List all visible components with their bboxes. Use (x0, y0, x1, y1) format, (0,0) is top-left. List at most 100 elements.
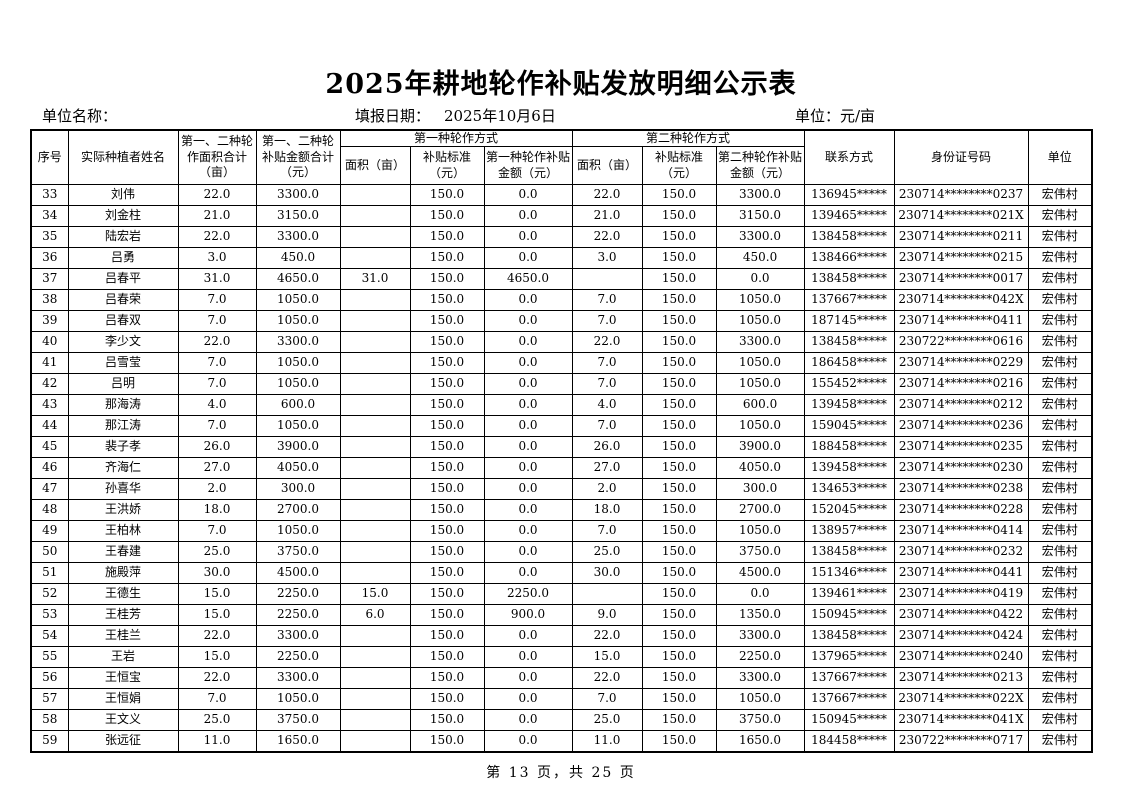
table-cell: 吕春双 (67, 310, 179, 333)
table-row: 39 吕春双 7.0 1050.0 150.0 0.0 7.0 150.0 1050.0 1871… (30, 310, 1093, 333)
table-cell: 150.0 (409, 457, 485, 480)
col-header-standard2: 补贴标准（元） (641, 146, 717, 186)
table-cell: 3300.0 (255, 226, 341, 249)
table-cell: 3900.0 (715, 436, 805, 459)
table-cell: 宏伟村 (1027, 499, 1093, 522)
unit-label: 单位：元/亩 (795, 106, 876, 125)
table-row: 56 王恒宝 22.0 3300.0 150.0 0.0 22.0 150.0 3300.0 13… (30, 667, 1093, 690)
table-cell: 3300.0 (715, 184, 805, 207)
table-cell: 0.0 (483, 562, 573, 585)
table-cell: 0.0 (483, 625, 573, 648)
table-cell: 300.0 (255, 478, 341, 501)
table-cell: 宏伟村 (1027, 226, 1093, 249)
table-cell: 49 (30, 520, 69, 543)
table-cell: 3900.0 (255, 436, 341, 459)
table-cell: 0.0 (483, 541, 573, 564)
table-cell: 53 (30, 604, 69, 627)
table-cell: 230714********0228 (893, 499, 1029, 522)
table-cell: 47 (30, 478, 69, 501)
table-cell (339, 541, 411, 564)
table-cell: 150.0 (409, 415, 485, 438)
table-row: 50 王春建 25.0 3750.0 150.0 0.0 25.0 150.0 3750.0 13… (30, 541, 1093, 564)
table-cell: 15.0 (177, 604, 257, 627)
table-row: 57 王恒娟 7.0 1050.0 150.0 0.0 7.0 150.0 1050.0 1376… (30, 688, 1093, 711)
table-cell: 3.0 (571, 247, 643, 270)
table-cell: 宏伟村 (1027, 688, 1093, 711)
table-cell: 230714********0422 (893, 604, 1029, 627)
table-cell: 3300.0 (715, 667, 805, 690)
table-cell: 0.0 (483, 310, 573, 333)
table-cell: 150.0 (409, 205, 485, 228)
table-cell: 150.0 (409, 478, 485, 501)
table-cell: 吕春平 (67, 268, 179, 291)
table-cell: 43 (30, 394, 69, 417)
col-header-amount2: 第二种轮作补贴金额（元） (715, 146, 805, 186)
table-cell: 36 (30, 247, 69, 270)
table-cell: 0.0 (483, 520, 573, 543)
table-cell: 7.0 (571, 688, 643, 711)
table-cell: 7.0 (177, 289, 257, 312)
table-cell (339, 562, 411, 585)
table-cell: 孙喜华 (67, 478, 179, 501)
table-cell: 0.0 (483, 247, 573, 270)
table-cell: 230714********0240 (893, 646, 1029, 669)
table-cell: 138458***** (803, 331, 895, 354)
col-header-total-amount: 第一、二种轮补贴金额合计（元） (255, 129, 341, 186)
table-cell: 52 (30, 583, 69, 606)
table-cell: 李少文 (67, 331, 179, 354)
table-cell: 那海涛 (67, 394, 179, 417)
table-cell: 0.0 (483, 667, 573, 690)
table-cell: 王文义 (67, 709, 179, 732)
table-cell: 44 (30, 415, 69, 438)
table-body: 33 刘伟 22.0 3300.0 150.0 0.0 22.0 150.0 3300.0 136… (30, 184, 1093, 753)
table-cell: 46 (30, 457, 69, 480)
table-cell: 57 (30, 688, 69, 711)
table-cell: 2.0 (177, 478, 257, 501)
table-cell: 50 (30, 541, 69, 564)
table-row: 49 王柏林 7.0 1050.0 150.0 0.0 7.0 150.0 1050.0 1389… (30, 520, 1093, 543)
table-cell: 宏伟村 (1027, 730, 1093, 753)
col-group-rotation1: 第一种轮作方式 (339, 129, 573, 148)
table-cell: 58 (30, 709, 69, 732)
table-cell: 1050.0 (715, 688, 805, 711)
table-cell: 150.0 (409, 436, 485, 459)
table-cell: 150.0 (641, 709, 717, 732)
table-cell (339, 709, 411, 732)
table-cell: 150.0 (641, 436, 717, 459)
table-cell: 宏伟村 (1027, 247, 1093, 270)
table-cell: 7.0 (177, 520, 257, 543)
table-cell: 150.0 (409, 352, 485, 375)
table-cell: 1050.0 (715, 520, 805, 543)
header-sub-row: 面积（亩） 补贴标准（元） 第一种轮作补贴金额（元） 面积（亩） 补贴标准（元）… (31, 146, 1092, 186)
report-date-value: 2025年10月6日 (444, 106, 556, 125)
table-cell: 150.0 (641, 730, 717, 753)
table-cell: 王岩 (67, 646, 179, 669)
table-cell: 1050.0 (255, 520, 341, 543)
table-cell: 0.0 (483, 709, 573, 732)
table-cell: 230714********0212 (893, 394, 1029, 417)
table-cell: 7.0 (571, 310, 643, 333)
table-row: 42 吕明 7.0 1050.0 150.0 0.0 7.0 150.0 1050.0 15545… (30, 373, 1093, 396)
table-cell: 1650.0 (255, 730, 341, 753)
table-cell: 22.0 (177, 226, 257, 249)
table-cell: 25.0 (177, 709, 257, 732)
table-row: 44 那江涛 7.0 1050.0 150.0 0.0 7.0 150.0 1050.0 1590… (30, 415, 1093, 438)
table-row: 38 吕春荣 7.0 1050.0 150.0 0.0 7.0 150.0 1050.0 1376… (30, 289, 1093, 312)
table-cell: 30.0 (571, 562, 643, 585)
table-row: 53 王桂芳 15.0 2250.0 6.0 150.0 900.0 9.0 150.0 1350… (30, 604, 1093, 627)
table-cell: 王桂芳 (67, 604, 179, 627)
table-cell: 150.0 (641, 289, 717, 312)
table-cell: 150.0 (641, 310, 717, 333)
table-cell: 150.0 (641, 247, 717, 270)
table-cell: 230714********0419 (893, 583, 1029, 606)
table-cell: 33 (30, 184, 69, 207)
table-cell: 150.0 (641, 499, 717, 522)
table-cell: 150.0 (409, 310, 485, 333)
table-cell: 26.0 (177, 436, 257, 459)
table-row: 46 齐海仁 27.0 4050.0 150.0 0.0 27.0 150.0 4050.0 13… (30, 457, 1093, 480)
table-cell: 150.0 (409, 520, 485, 543)
table-cell (339, 394, 411, 417)
table-cell: 25.0 (571, 709, 643, 732)
table-cell: 宏伟村 (1027, 625, 1093, 648)
table-cell: 宏伟村 (1027, 415, 1093, 438)
